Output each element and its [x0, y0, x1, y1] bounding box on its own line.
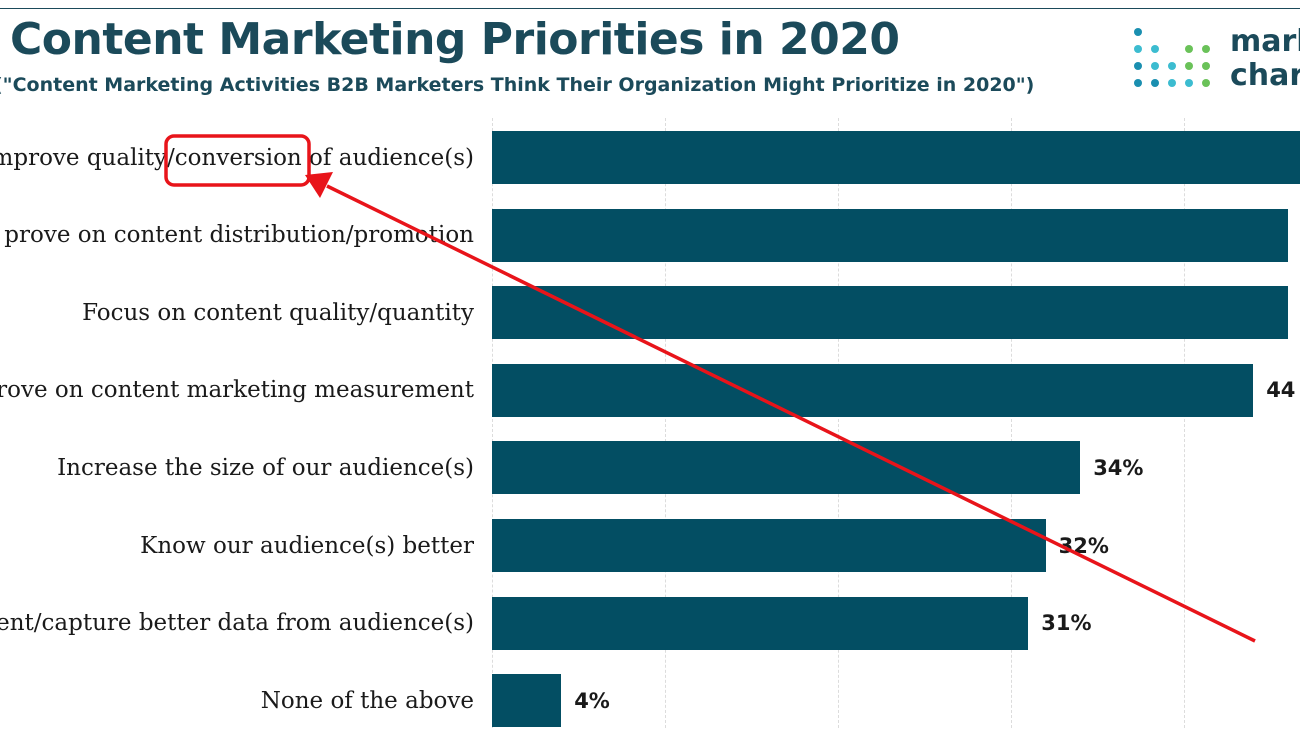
- gridline: [1011, 118, 1012, 728]
- y-axis-line: [492, 118, 493, 728]
- logo-text-line1: mark: [1230, 24, 1300, 59]
- bar: [492, 363, 1254, 417]
- bar: [492, 596, 1029, 650]
- value-label: 32%: [1058, 533, 1109, 558]
- bar: [492, 674, 562, 728]
- chart-title: Content Marketing Priorities in 2020: [10, 14, 900, 65]
- category-label: prove on content distribution/promotion: [4, 222, 474, 249]
- logo-dot: [1185, 79, 1193, 87]
- category-label: Know our audience(s) better: [140, 532, 474, 559]
- bar: [492, 208, 1288, 262]
- logo-dot: [1151, 79, 1159, 87]
- logo-dot: [1134, 79, 1142, 87]
- logo-dot: [1151, 62, 1159, 70]
- category-label: Focus on content quality/quantity: [82, 299, 474, 326]
- logo-dot: [1151, 45, 1159, 53]
- logo-dot: [1168, 79, 1176, 87]
- gridline: [665, 118, 666, 728]
- logo-dot: [1202, 62, 1210, 70]
- value-label: 34%: [1093, 455, 1144, 480]
- logo-dot: [1134, 45, 1142, 53]
- marketing-charts-logo: mark char: [1130, 24, 1300, 100]
- logo-dot: [1202, 45, 1210, 53]
- annotation-arrowhead: [305, 172, 333, 198]
- logo-dot: [1134, 62, 1142, 70]
- category-label: ent/capture better data from audience(s): [0, 610, 474, 637]
- logo-dot: [1185, 62, 1193, 70]
- bar: [492, 131, 1300, 184]
- logo-dot: [1134, 28, 1142, 36]
- gridline: [838, 118, 839, 728]
- annotation-arrow-line: [326, 184, 1256, 643]
- bar: [492, 519, 1046, 572]
- value-label: 4%: [574, 688, 610, 713]
- bar: [492, 441, 1081, 495]
- value-label: 31%: [1041, 611, 1092, 636]
- category-label: None of the above: [260, 687, 474, 714]
- highlight-box: [164, 134, 311, 187]
- value-label: 44: [1266, 378, 1296, 403]
- logo-dot: [1202, 79, 1210, 87]
- category-label: rove on content marketing measurement: [0, 377, 474, 404]
- top-rule: [0, 8, 1300, 9]
- logo-dot: [1185, 45, 1193, 53]
- logo-dot: [1168, 62, 1176, 70]
- category-label: mprove quality/conversion of audience(s): [0, 144, 474, 171]
- logo-text-line2: char: [1230, 58, 1300, 93]
- category-label: Increase the size of our audience(s): [57, 454, 474, 481]
- gridline: [1184, 118, 1185, 728]
- chart-subtitle: ("Content Marketing Activities B2B Marke…: [0, 74, 1035, 96]
